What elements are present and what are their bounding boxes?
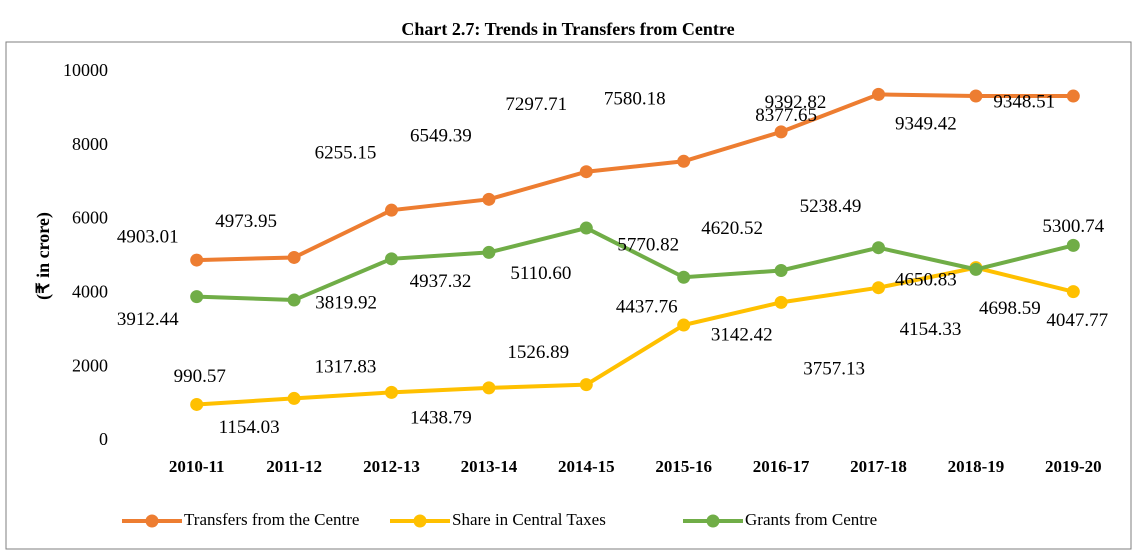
- point: [872, 281, 885, 295]
- point: [1066, 238, 1080, 252]
- x-tick-label: 2015-16: [655, 457, 712, 476]
- x-tick-label: 2014-15: [558, 457, 615, 476]
- point: [872, 87, 885, 101]
- data-label: 9349.42: [895, 113, 957, 134]
- y-tick-label: 10000: [63, 60, 108, 80]
- legend-marker: [413, 514, 427, 528]
- point: [774, 295, 788, 309]
- data-label: 4698.59: [979, 298, 1041, 319]
- data-label: 4437.76: [616, 297, 678, 318]
- legend-label: Grants from Centre: [745, 510, 877, 529]
- data-label: 6255.15: [315, 143, 377, 164]
- point: [385, 252, 398, 266]
- y-tick-label: 0: [99, 429, 108, 449]
- data-label: 4047.77: [1046, 310, 1108, 331]
- x-tick-label: 2019-20: [1045, 457, 1102, 476]
- point: [579, 221, 593, 235]
- x-tick-label: 2017-18: [850, 457, 907, 476]
- point: [579, 165, 593, 179]
- point: [774, 264, 788, 278]
- x-tick-label: 2013-14: [461, 457, 518, 476]
- y-tick-label: 8000: [72, 134, 108, 154]
- data-label: 7580.18: [604, 89, 666, 110]
- series-line: [196, 265, 1074, 407]
- point: [190, 290, 204, 304]
- data-label: 1438.79: [410, 407, 472, 428]
- data-label: 4973.95: [215, 211, 277, 232]
- y-tick-label: 2000: [72, 355, 108, 375]
- point: [482, 192, 496, 206]
- series-line: [196, 225, 1074, 303]
- y-axis-label: (₹ in crore): [33, 212, 54, 300]
- x-tick-label: 2016-17: [753, 457, 810, 476]
- point: [482, 245, 496, 259]
- data-label: 5110.60: [510, 263, 571, 284]
- data-label: 5300.74: [1042, 216, 1104, 237]
- point: [677, 154, 691, 168]
- point: [190, 253, 204, 267]
- data-label: 5770.82: [617, 234, 679, 255]
- point: [969, 89, 983, 103]
- point: [774, 125, 788, 139]
- point: [579, 378, 593, 392]
- point: [385, 385, 398, 399]
- data-label: 1317.83: [315, 357, 377, 378]
- point: [1066, 89, 1080, 103]
- data-label: 990.57: [174, 366, 226, 387]
- legend-label: Share in Central Taxes: [452, 510, 606, 529]
- point: [287, 293, 301, 307]
- data-label: 3819.92: [315, 292, 377, 313]
- legend-label: Transfers from the Centre: [184, 510, 359, 529]
- data-label: 1526.89: [507, 342, 569, 363]
- data-label: 4620.52: [701, 218, 763, 239]
- data-label: 9348.51: [993, 91, 1055, 112]
- x-tick-label: 2011-12: [266, 457, 322, 476]
- x-tick-label: 2010-11: [169, 457, 225, 476]
- point: [1066, 285, 1080, 299]
- y-tick-label: 4000: [72, 282, 108, 302]
- legend-marker: [145, 514, 159, 528]
- data-label: 4650.83: [895, 270, 957, 291]
- data-label: 6549.39: [410, 126, 472, 147]
- data-label: 4937.32: [410, 271, 472, 292]
- data-label: 4154.33: [900, 319, 962, 340]
- point: [677, 318, 691, 332]
- point: [385, 203, 398, 217]
- chart-title: Chart 2.7: Trends in Transfers from Cent…: [401, 19, 734, 39]
- point: [287, 250, 301, 264]
- point: [287, 391, 301, 405]
- legend-marker: [706, 514, 720, 528]
- chart-border: [5, 41, 1132, 550]
- x-tick-label: 2012-13: [363, 457, 420, 476]
- data-label: 3912.44: [117, 309, 179, 330]
- data-label: 8377.65: [755, 105, 817, 126]
- point: [969, 262, 983, 276]
- series-line: [196, 92, 1074, 263]
- data-label: 5238.49: [800, 196, 862, 217]
- data-label: 1154.03: [219, 417, 280, 438]
- point: [482, 381, 496, 395]
- data-label: 9392.82: [765, 92, 827, 113]
- x-tick-label: 2018-19: [948, 457, 1005, 476]
- data-label: 3757.13: [803, 359, 865, 380]
- point: [677, 270, 691, 284]
- data-label: 3142.42: [711, 324, 773, 345]
- data-label: 4903.01: [117, 226, 179, 247]
- y-tick-label: 6000: [72, 208, 108, 228]
- point: [190, 397, 204, 411]
- point: [872, 241, 885, 255]
- data-label: 7297.71: [505, 94, 567, 115]
